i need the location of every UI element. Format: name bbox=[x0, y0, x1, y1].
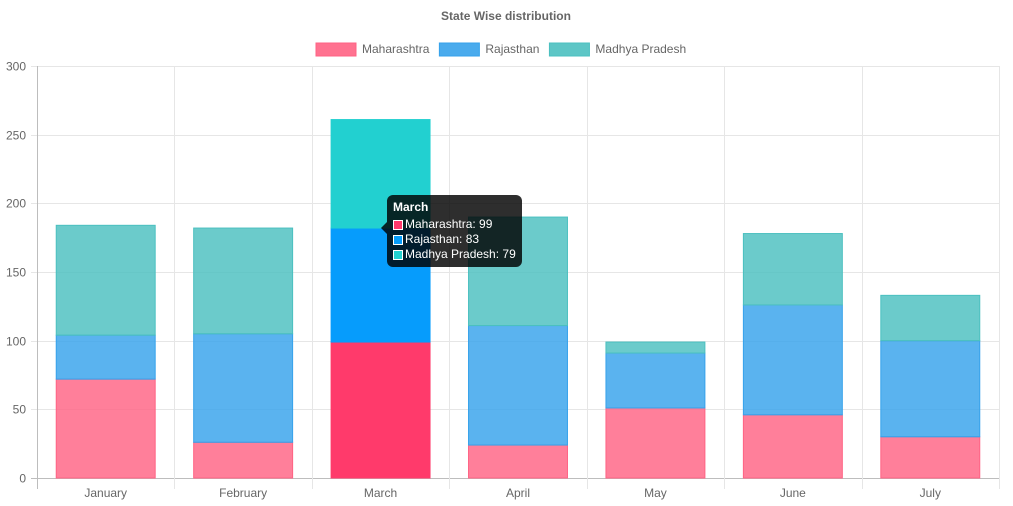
y-tick-label-50: 50 bbox=[13, 403, 27, 417]
bar-may-maharashtra bbox=[605, 407, 706, 479]
y-axis: 0 50 100 150 200 250 300 bbox=[6, 60, 26, 486]
bar-july-maharashtra bbox=[880, 436, 981, 479]
bar-april-rajasthan bbox=[468, 325, 568, 446]
bar-january-madhya-pradesh bbox=[55, 224, 156, 336]
x-tick-label-may: May bbox=[644, 486, 667, 500]
tooltip-row-maharashtra: Maharashtra: 99 bbox=[393, 217, 516, 232]
y-tick-label-150: 150 bbox=[6, 266, 26, 280]
x-tick-label-april: April bbox=[506, 486, 530, 500]
legend-label-madhya-pradesh: Madhya Pradesh bbox=[595, 42, 686, 56]
legend-label-rajasthan: Rajasthan bbox=[485, 42, 539, 56]
x-tick-label-january: January bbox=[84, 486, 127, 500]
tooltip-row-rajasthan: Rajasthan: 83 bbox=[393, 232, 516, 247]
tooltip-row-madhya-pradesh: Madhya Pradesh: 79 bbox=[393, 247, 516, 262]
tooltip-label-rajasthan: Rajasthan: 83 bbox=[405, 232, 480, 246]
bar-may-madhya-pradesh bbox=[605, 341, 706, 354]
y-tick-label-300: 300 bbox=[6, 60, 26, 74]
x-axis: January February March April May June July bbox=[84, 486, 941, 500]
y-tick-label-100: 100 bbox=[6, 335, 26, 349]
tooltip-swatch-maharashtra bbox=[393, 219, 403, 230]
bar-february-rajasthan bbox=[193, 333, 294, 443]
bar-june-madhya-pradesh bbox=[742, 233, 843, 306]
bar-april-maharashtra bbox=[468, 444, 568, 479]
chart-title: State Wise distribution bbox=[441, 9, 571, 23]
bar-june-rajasthan bbox=[742, 304, 843, 416]
legend-label-maharashtra: Maharashtra bbox=[362, 42, 430, 56]
bar-june-maharashtra bbox=[742, 414, 843, 479]
y-tick-label-200: 200 bbox=[6, 197, 26, 211]
bars bbox=[55, 119, 981, 479]
tooltip-label-maharashtra: Maharashtra: 99 bbox=[405, 217, 493, 231]
bar-july-madhya-pradesh bbox=[880, 294, 981, 342]
tooltip-title: March bbox=[393, 200, 429, 214]
bar-january-rajasthan bbox=[55, 334, 156, 380]
x-tick-label-february: February bbox=[219, 486, 267, 500]
bar-january-maharashtra bbox=[55, 378, 156, 479]
legend-swatch-maharashtra bbox=[315, 42, 357, 57]
bar-february-madhya-pradesh bbox=[193, 227, 294, 335]
x-tick-label-june: June bbox=[780, 486, 806, 500]
tooltip-swatch-madhya-pradesh bbox=[393, 249, 403, 260]
bar-march-maharashtra bbox=[330, 341, 431, 479]
bar-july-rajasthan bbox=[880, 340, 981, 438]
legend-swatch-madhya-pradesh bbox=[548, 42, 590, 57]
tooltip-label-madhya-pradesh: Madhya Pradesh: 79 bbox=[405, 247, 516, 261]
legend: Maharashtra Rajasthan Madhya Pradesh bbox=[315, 42, 686, 57]
tooltip: March Maharashtra: 99 Rajasthan: 83 Madh… bbox=[381, 195, 522, 267]
bar-may-rajasthan bbox=[605, 352, 706, 409]
x-tick-label-july: July bbox=[920, 486, 941, 500]
legend-swatch-rajasthan bbox=[438, 42, 480, 57]
x-tick-label-march: March bbox=[364, 486, 397, 500]
tooltip-swatch-rajasthan bbox=[393, 234, 403, 245]
y-tick-label-0: 0 bbox=[19, 472, 26, 486]
bar-february-maharashtra bbox=[193, 441, 294, 479]
y-tick-label-250: 250 bbox=[6, 129, 26, 143]
